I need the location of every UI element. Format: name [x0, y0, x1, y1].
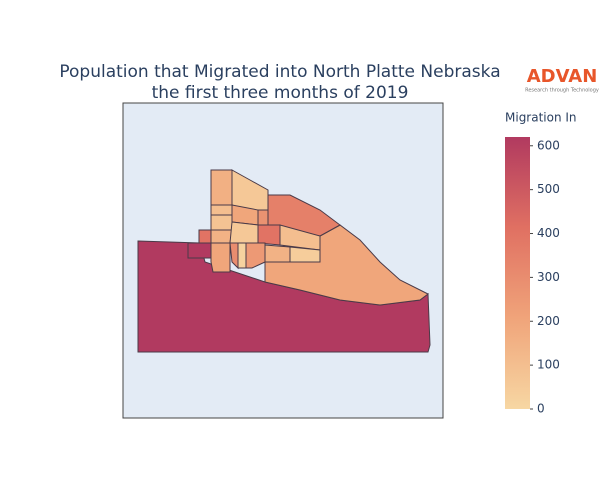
region — [210, 242, 231, 273]
colorbar-tick-label: 400 — [537, 226, 560, 240]
region — [198, 229, 212, 244]
region — [210, 169, 233, 206]
colorbar-tick-label: 0 — [537, 402, 545, 416]
colorbar-tick-label: 100 — [537, 358, 560, 372]
chart-title: the first three months of 2019 — [152, 83, 409, 103]
region — [229, 221, 259, 244]
region — [210, 204, 233, 216]
logo: ADVAN — [527, 66, 598, 87]
region — [237, 242, 247, 269]
region — [187, 242, 212, 259]
region — [257, 209, 269, 226]
region — [264, 244, 291, 263]
colorbar — [505, 137, 530, 409]
chart-title: Population that Migrated into North Plat… — [59, 62, 500, 82]
colorbar-title: Migration In — [505, 111, 577, 125]
region — [289, 246, 321, 263]
region — [210, 229, 233, 244]
region — [210, 214, 233, 231]
colorbar-tick-label: 600 — [537, 138, 560, 152]
region — [257, 224, 281, 246]
colorbar-tick-label: 300 — [537, 270, 560, 284]
region — [264, 224, 429, 306]
colorbar-tick-label: 200 — [537, 314, 560, 328]
colorbar-tick-label: 500 — [537, 182, 560, 196]
logo-tagline: Research through Technology — [525, 88, 599, 94]
